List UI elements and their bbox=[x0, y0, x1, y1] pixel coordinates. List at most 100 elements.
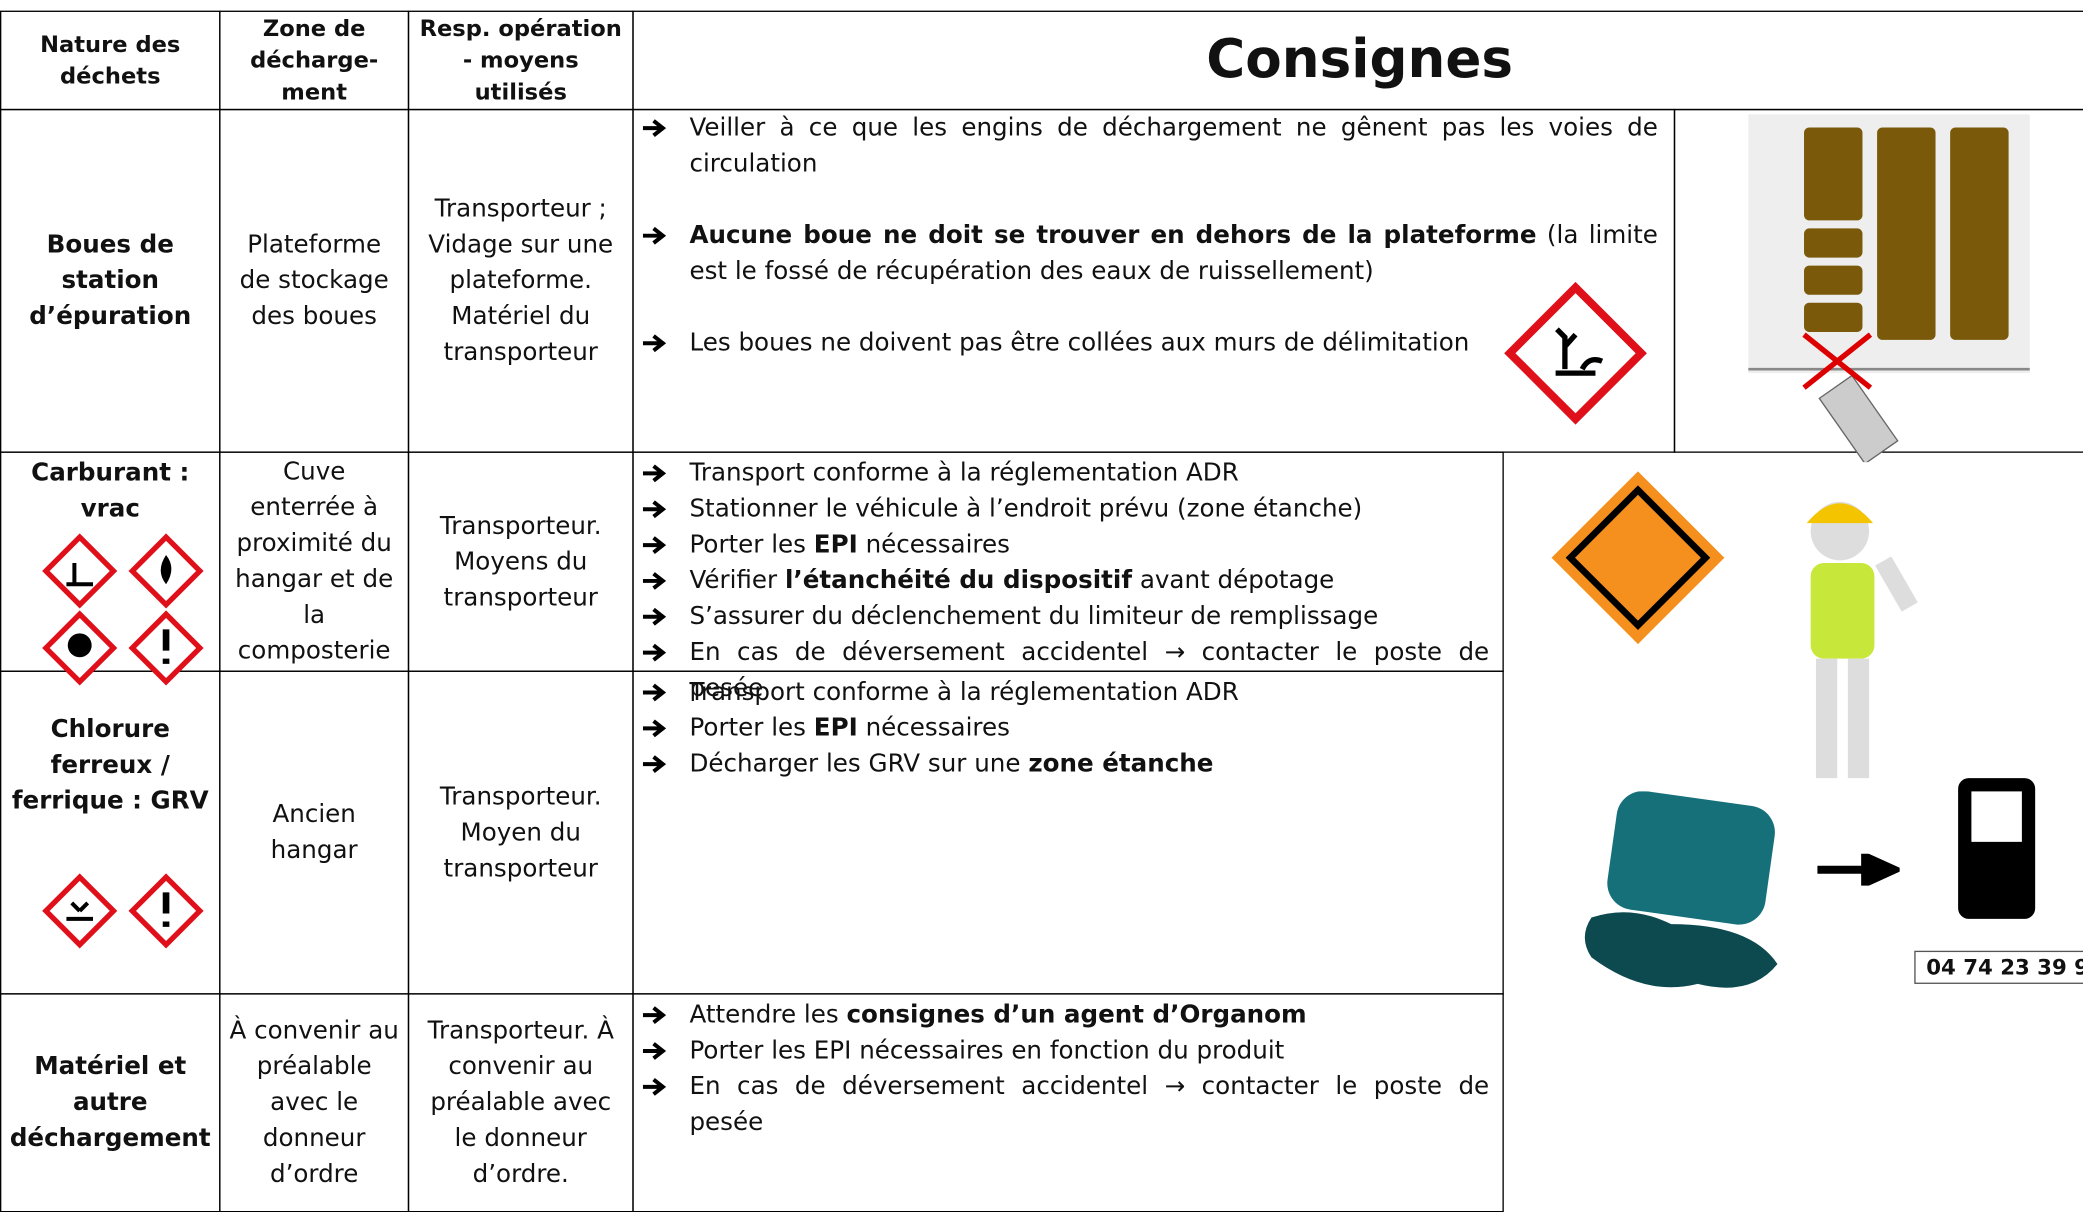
bullet: Porter les EPI nécessaires en fonction d… bbox=[642, 1033, 1490, 1069]
bullet-text: Aucune boue ne doit se trouver en dehors… bbox=[689, 218, 1657, 290]
resp-text: Transporteur. Moyens du transporteur bbox=[439, 511, 602, 612]
nature-text: Carburant : vrac bbox=[31, 459, 190, 524]
bold-text: EPI bbox=[813, 714, 858, 743]
header-cell: Nature des déchets bbox=[0, 10, 221, 111]
bullet: Porter les EPI nécessaires bbox=[642, 527, 1490, 563]
bold-text: EPI bbox=[813, 531, 858, 560]
bullet: S’assurer du déclenchement du limiteur d… bbox=[642, 599, 1490, 635]
resp-text: Transporteur ; Vidage sur une plateforme… bbox=[428, 195, 614, 367]
bullet-arrow bbox=[642, 500, 667, 519]
text: Stationner le véhicule à l’endroit prévu… bbox=[689, 495, 1363, 524]
pictogram bbox=[67, 633, 92, 658]
bullet-arrow bbox=[642, 119, 667, 138]
bullet-arrow bbox=[642, 643, 667, 662]
bullet-text: Transport conforme à la réglementation A… bbox=[689, 455, 1238, 491]
header-text: Nature des déchets bbox=[40, 31, 181, 90]
resp-text: Transporteur. À convenir au préalable av… bbox=[427, 1017, 614, 1189]
nature-text: Matériel et autre déchargement bbox=[9, 1052, 211, 1153]
hazard bbox=[42, 873, 118, 949]
bullet: Aucune boue ne doit se trouver en dehors… bbox=[642, 218, 1658, 290]
diamond-border bbox=[1565, 485, 1711, 630]
truck bbox=[1818, 374, 1899, 463]
header-cell: Resp. opération - moyens utilisés bbox=[407, 10, 634, 111]
bullet: Stationner le véhicule à l’endroit prévu… bbox=[642, 491, 1490, 527]
worker-illustration bbox=[1806, 501, 1918, 779]
text: Porter les EPI nécessaires en fonction d… bbox=[689, 1037, 1285, 1065]
bullet-arrow bbox=[642, 536, 667, 554]
hazard-environment bbox=[1504, 281, 1647, 425]
bullet-arrow bbox=[642, 1077, 667, 1096]
zone-cell: Cuve enterrée à proximité du hangar et d… bbox=[219, 451, 410, 672]
hazard bbox=[128, 873, 204, 949]
diamond bbox=[1504, 281, 1647, 425]
bullet: Transport conforme à la réglementation A… bbox=[642, 675, 1490, 711]
spill-illustration bbox=[1584, 791, 1778, 988]
pile bbox=[1804, 265, 1863, 295]
phone-screen bbox=[1971, 791, 2022, 842]
pile bbox=[1804, 228, 1863, 258]
bullet-arrow bbox=[642, 719, 667, 738]
bullet-text: Attendre les consignes d’un agent d’Orga… bbox=[689, 997, 1306, 1033]
bullet-text: Veiller à ce que les engins de déchargem… bbox=[689, 110, 1657, 182]
arrow-shape bbox=[1817, 853, 1900, 886]
header-text: Consignes bbox=[1206, 29, 1514, 91]
pictogram bbox=[66, 563, 93, 587]
phone-icon bbox=[1958, 778, 2036, 919]
text: Transport conforme à la réglementation A… bbox=[689, 678, 1239, 707]
text: Les boues ne doivent pas être collées au… bbox=[689, 329, 1470, 358]
bullet: Veiller à ce que les engins de déchargem… bbox=[642, 110, 1658, 182]
zone-text: Ancien hangar bbox=[270, 800, 358, 865]
header-text: Resp. opération - moyens utilisés bbox=[419, 15, 622, 106]
diamond bbox=[42, 533, 118, 609]
spill bbox=[1584, 912, 1778, 988]
text: avant dépotage bbox=[1132, 566, 1335, 595]
zone-cell: À convenir au préalable avec le donneur … bbox=[219, 993, 410, 1212]
resp-cell: Transporteur. À convenir au préalable av… bbox=[407, 993, 634, 1212]
text: En cas de déversement accidentel → conta… bbox=[689, 1072, 1490, 1137]
text: nécessaires bbox=[857, 714, 1010, 743]
pile bbox=[1804, 127, 1863, 221]
header-cell: Consignes bbox=[632, 10, 2083, 111]
bullet-arrow bbox=[642, 1042, 667, 1060]
text: Transport conforme à la réglementation A… bbox=[689, 459, 1239, 488]
bullet: Décharger les GRV sur une zone étanche bbox=[642, 746, 1490, 782]
bullet: Attendre les consignes d’un agent d’Orga… bbox=[642, 997, 1490, 1033]
text: En cas de déversement accidentel → conta… bbox=[689, 638, 1490, 703]
hazard bbox=[42, 533, 118, 609]
consignes-cell: Transport conforme à la réglementation A… bbox=[632, 451, 1504, 702]
header-text: Zone de décharge-ment bbox=[250, 15, 379, 106]
bullet: Vérifier l’étanchéité du dispositif avan… bbox=[642, 563, 1490, 599]
hazard bbox=[42, 610, 118, 686]
pictogram bbox=[66, 901, 93, 921]
barrel bbox=[1607, 791, 1775, 925]
text: nécessaires bbox=[857, 531, 1010, 560]
resp-cell: Transporteur. Moyens du transporteur bbox=[407, 451, 634, 672]
bullet: Les boues ne doivent pas être collées au… bbox=[642, 325, 1658, 361]
bullet-text: Porter les EPI nécessaires bbox=[689, 527, 1009, 563]
vest bbox=[1810, 563, 1875, 659]
bullet-text: En cas de déversement accidentel → conta… bbox=[689, 635, 1489, 707]
text: (la limite est le fossé de récupération … bbox=[689, 221, 1658, 286]
nature-text: Boues de station d’épuration bbox=[29, 231, 192, 331]
arrow bbox=[1817, 853, 1900, 886]
resp-cell: Transporteur ; Vidage sur une plateforme… bbox=[407, 108, 634, 453]
resp-text: Transporteur. Moyen du transporteur bbox=[439, 782, 602, 883]
consignes-cell: Transport conforme à la réglementation A… bbox=[632, 670, 1504, 995]
leg bbox=[1847, 658, 1870, 779]
bullet: En cas de déversement accidentel → conta… bbox=[642, 1069, 1489, 1141]
cross bbox=[1802, 332, 1873, 390]
hazard-group bbox=[42, 873, 204, 949]
bullet: En cas de déversement accidentel → conta… bbox=[642, 635, 1489, 707]
bullet-arrow bbox=[642, 607, 667, 626]
bullet-text: Vérifier l’étanchéité du dispositif avan… bbox=[689, 563, 1334, 599]
pile bbox=[1804, 302, 1863, 332]
leg bbox=[1815, 658, 1838, 779]
bullet-text: En cas de déversement accidentel → conta… bbox=[689, 1069, 1489, 1141]
phone-number: 04 74 23 39 94 bbox=[1914, 950, 2083, 984]
resp-cell: Transporteur. Moyen du transporteur bbox=[407, 670, 634, 995]
text: Veiller à ce que les engins de déchargem… bbox=[689, 114, 1658, 178]
bullet-text: S’assurer du déclenchement du limiteur d… bbox=[689, 599, 1378, 635]
